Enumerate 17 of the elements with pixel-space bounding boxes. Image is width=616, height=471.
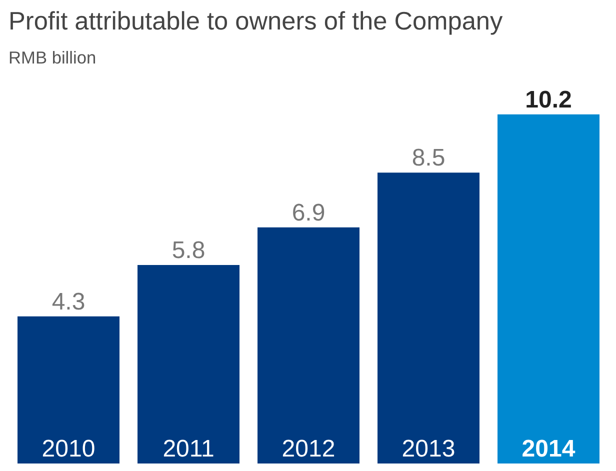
data-label: 4.3	[52, 288, 86, 316]
chart-title: Profit attributable to owners of the Company	[8, 8, 503, 36]
data-label: 8.5	[412, 144, 446, 172]
x-tick-label: 2013	[402, 436, 456, 463]
x-tick-label: 2010	[42, 436, 96, 463]
bar	[378, 172, 480, 464]
bar	[18, 316, 120, 464]
data-label: 10.2	[525, 86, 572, 114]
x-tick-label: 2011	[162, 436, 214, 463]
data-label: 6.9	[292, 199, 326, 226]
bar	[138, 264, 240, 464]
bar	[498, 114, 600, 464]
data-label: 5.8	[172, 237, 206, 264]
bar	[258, 227, 360, 464]
chart-subtitle: RMB billion	[8, 48, 96, 68]
x-tick-label: 2014	[522, 436, 576, 463]
x-tick-label: 2012	[282, 436, 336, 463]
